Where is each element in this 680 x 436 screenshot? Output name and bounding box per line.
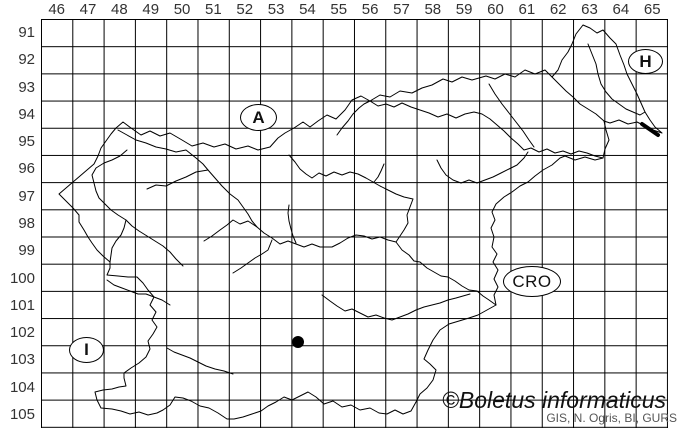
mura-exit-mark [640,122,660,137]
col-label: 54 [299,1,316,18]
col-label: 59 [455,1,473,18]
row-label: 93 [18,78,35,96]
row-label: 101 [9,296,35,314]
river-ledava [587,43,646,116]
slovenia-border [58,24,663,420]
river-drava [369,100,604,159]
river-soca [91,149,128,263]
river-reka [166,347,234,375]
country-code: H [639,51,652,71]
row-label: 91 [18,24,35,42]
country-code: CRO [512,271,552,291]
river-sava-bohinjka [146,169,209,190]
river-dravinja [436,151,529,184]
row-label: 94 [18,105,35,123]
country-code: I [84,340,89,359]
river-paka [373,163,385,183]
col-label: 64 [612,1,630,18]
col-label: 47 [79,1,97,18]
row-label: 95 [18,133,35,151]
row-label: 92 [18,51,35,69]
river-krka [321,293,471,321]
river-sava-dolinka [117,129,209,171]
col-label: 57 [393,1,410,18]
river-sava [207,169,497,306]
col-label: 62 [549,1,567,18]
col-label: 56 [361,1,379,18]
col-label: 63 [581,1,598,18]
river-ljubljanica [232,239,273,274]
col-label: 60 [487,1,504,18]
row-label: 102 [9,324,35,342]
row-label: 103 [9,351,35,369]
grid-row-labels: 91 92 93 94 95 96 97 98 99 100 101 102 1… [0,19,39,428]
country-code: A [252,107,265,127]
col-label: 58 [424,1,442,18]
row-label: 104 [9,378,35,396]
river-mura [551,76,605,122]
country-label-italy: I [69,337,104,363]
river-kamniska-bistrica [287,204,297,244]
country-label-hungary: H [628,49,663,74]
col-label: 65 [643,1,661,18]
grid-column-labels: 46 47 48 49 50 51 52 53 54 55 56 57 58 5… [41,1,668,18]
col-label: 53 [267,1,285,18]
copyright-watermark: ©Boletus informaticus [441,387,666,413]
river-savinja [288,154,414,243]
record-dot [292,336,304,348]
row-label: 100 [9,269,35,287]
river-idrijca [125,219,184,267]
row-label: 99 [18,242,35,260]
country-label-croatia: CRO [503,266,561,297]
country-label-austria: A [240,104,277,131]
row-label: 97 [18,187,35,205]
mtb-grid [41,19,668,428]
col-label: 61 [518,1,536,18]
row-label: 96 [18,160,35,178]
data-sources-attribution: GIS, N. Ogris, BI, GURS [546,411,677,425]
col-label: 49 [142,1,160,18]
col-label: 46 [48,1,66,18]
river-vipava [106,279,171,306]
col-label: 52 [236,1,254,18]
river-pesnica [488,83,535,148]
river-meza [336,100,371,136]
row-label: 105 [9,405,35,423]
col-label: 50 [173,1,191,18]
col-label: 51 [205,1,222,18]
col-label: 55 [330,1,348,18]
row-label: 98 [18,214,35,232]
col-label: 48 [111,1,128,18]
river-sora [203,219,258,242]
